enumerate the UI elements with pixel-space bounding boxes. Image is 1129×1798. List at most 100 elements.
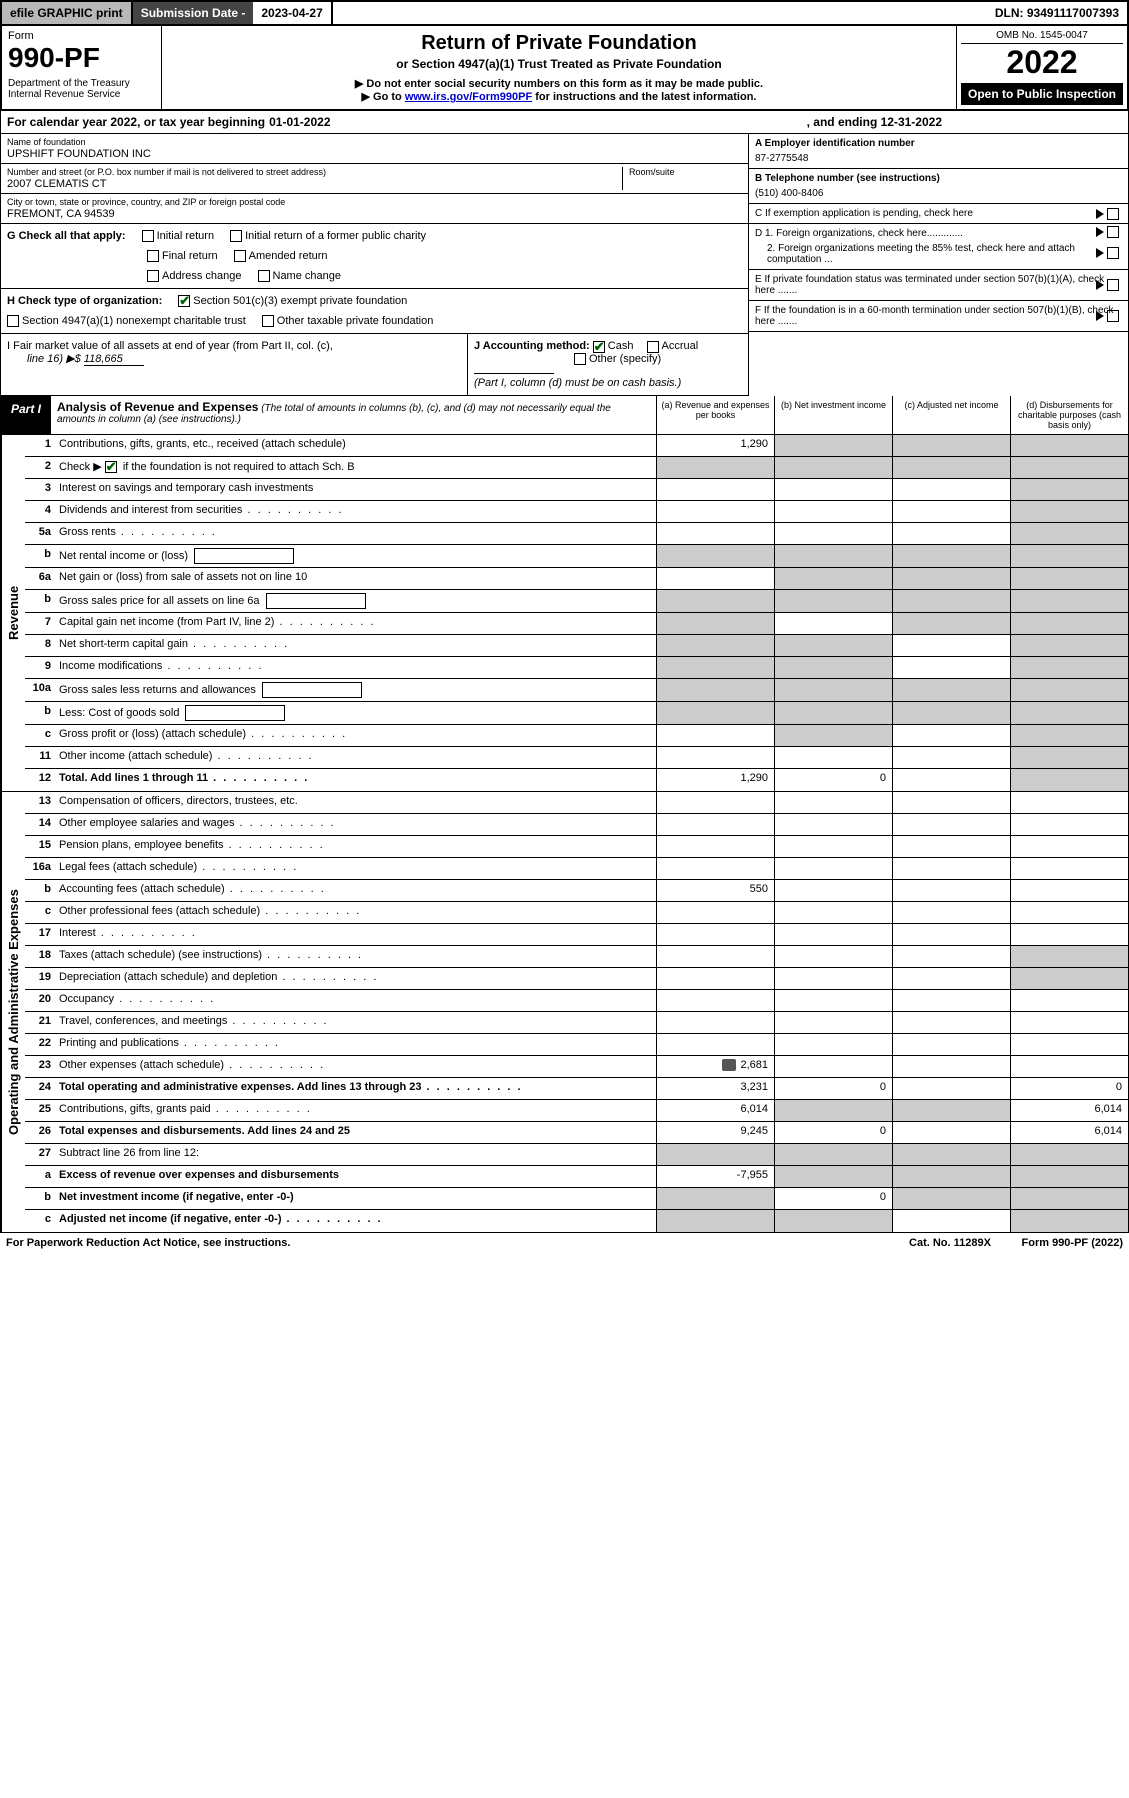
line-h: H Check type of organization: Section 50… [1, 289, 748, 334]
row-num: c [25, 1210, 55, 1232]
foreign-85-checkbox[interactable] [1107, 247, 1119, 259]
row-num: c [25, 725, 55, 746]
row-desc: Gross rents [55, 523, 656, 544]
cash-checkbox[interactable] [593, 341, 605, 353]
h-label: H Check type of organization: [7, 295, 162, 307]
cell-c [892, 568, 1010, 589]
cell-c [892, 1144, 1010, 1165]
row-desc: Net investment income (if negative, ente… [55, 1188, 656, 1209]
cell-a: 550 [656, 880, 774, 901]
row-num: 4 [25, 501, 55, 522]
cell-d [1010, 590, 1128, 612]
cell-a: 1,290 [656, 769, 774, 791]
cell-b [774, 568, 892, 589]
instructions-link[interactable]: www.irs.gov/Form990PF [405, 91, 532, 103]
foundation-name: UPSHIFT FOUNDATION INC [7, 148, 742, 160]
line-f: F If the foundation is in a 60-month ter… [749, 301, 1128, 332]
sch-b-checkbox[interactable] [105, 461, 117, 473]
accrual-checkbox[interactable] [647, 341, 659, 353]
city-row: City or town, state or province, country… [1, 194, 748, 224]
cell-b [774, 725, 892, 746]
cell-b: 0 [774, 1122, 892, 1143]
cell-b [774, 924, 892, 945]
row-10b: bLess: Cost of goods sold [25, 702, 1128, 725]
exemption-pending-checkbox[interactable] [1107, 208, 1119, 220]
status-terminated-checkbox[interactable] [1107, 279, 1119, 291]
cell-b [774, 1056, 892, 1077]
efile-print-button[interactable]: efile GRAPHIC print [2, 2, 133, 24]
cell-a [656, 613, 774, 634]
address-change-checkbox[interactable] [147, 270, 159, 282]
tax-year-begin: 01-01-2022 [269, 115, 330, 129]
inline-input[interactable] [266, 593, 366, 609]
row-num: 12 [25, 769, 55, 791]
tax-year: 2022 [961, 44, 1123, 81]
cell-a [656, 902, 774, 923]
cell-a [656, 635, 774, 656]
form-label: Form [8, 30, 155, 42]
4947a1-checkbox[interactable] [7, 315, 19, 327]
row-desc: Contributions, gifts, grants, etc., rece… [55, 435, 656, 456]
form-subtitle: or Section 4947(a)(1) Trust Treated as P… [168, 57, 950, 71]
cell-c [892, 769, 1010, 791]
inline-input[interactable] [262, 682, 362, 698]
cell-c [892, 814, 1010, 835]
inline-input[interactable] [185, 705, 285, 721]
cell-d [1010, 1188, 1128, 1209]
initial-return-checkbox[interactable] [142, 230, 154, 242]
final-return-checkbox[interactable] [147, 250, 159, 262]
r23-val: 2,681 [740, 1059, 768, 1071]
foreign-org-checkbox[interactable] [1107, 226, 1119, 238]
col-a-header: (a) Revenue and expenses per books [656, 396, 774, 434]
row-11: 11Other income (attach schedule) [25, 747, 1128, 769]
fmv-value: 118,665 [84, 353, 144, 366]
60-month-checkbox[interactable] [1107, 310, 1119, 322]
j-label: J Accounting method: [474, 340, 590, 352]
initial-return-former-checkbox[interactable] [230, 230, 242, 242]
r10b-text: Less: Cost of goods sold [59, 707, 179, 719]
cell-a [656, 1188, 774, 1209]
calyear-end-block: , and ending 12-31-2022 [807, 115, 942, 129]
attachment-icon[interactable] [722, 1059, 736, 1071]
col-c-header: (c) Adjusted net income [892, 396, 1010, 434]
cell-a [656, 679, 774, 701]
row-num: 5a [25, 523, 55, 544]
cell-a: 6,014 [656, 1100, 774, 1121]
501c3-checkbox[interactable] [178, 295, 190, 307]
footer-right-block: Cat. No. 11289X Form 990-PF (2022) [909, 1237, 1123, 1249]
entity-left: Name of foundation UPSHIFT FOUNDATION IN… [1, 134, 748, 396]
other-taxable-checkbox[interactable] [262, 315, 274, 327]
row-desc: Total expenses and disbursements. Add li… [55, 1122, 656, 1143]
name-change-checkbox[interactable] [258, 270, 270, 282]
cell-b [774, 1034, 892, 1055]
cell-a [656, 702, 774, 724]
other-method-checkbox[interactable] [574, 353, 586, 365]
row-num: c [25, 902, 55, 923]
inline-input[interactable] [194, 548, 294, 564]
cell-d [1010, 545, 1128, 567]
address-row: Number and street (or P.O. box number if… [1, 164, 748, 194]
cell-c [892, 990, 1010, 1011]
cell-d [1010, 1210, 1128, 1232]
initial-return-former-label: Initial return of a former public charit… [245, 230, 426, 242]
revenue-side-label: Revenue [1, 435, 25, 791]
cell-a [656, 924, 774, 945]
cell-c [892, 946, 1010, 967]
cell-c [892, 858, 1010, 879]
cell-a [656, 1144, 774, 1165]
row-desc: Subtract line 26 from line 12: [55, 1144, 656, 1165]
e-label: E If private foundation status was termi… [755, 274, 1104, 296]
row-16b: bAccounting fees (attach schedule)550 [25, 880, 1128, 902]
j-note: (Part I, column (d) must be on cash basi… [474, 377, 681, 389]
goto-prefix: ▶ Go to [362, 91, 405, 103]
row-num: 10a [25, 679, 55, 701]
g-label: G Check all that apply: [7, 230, 126, 242]
calendar-year-row: For calendar year 2022, or tax year begi… [0, 111, 1129, 134]
amended-return-checkbox[interactable] [234, 250, 246, 262]
cell-b [774, 1012, 892, 1033]
row-num: 23 [25, 1056, 55, 1077]
cell-a [656, 990, 774, 1011]
dln: DLN: 93491117007393 [987, 2, 1127, 24]
other-taxable-label: Other taxable private foundation [277, 315, 434, 327]
cell-a [656, 968, 774, 989]
